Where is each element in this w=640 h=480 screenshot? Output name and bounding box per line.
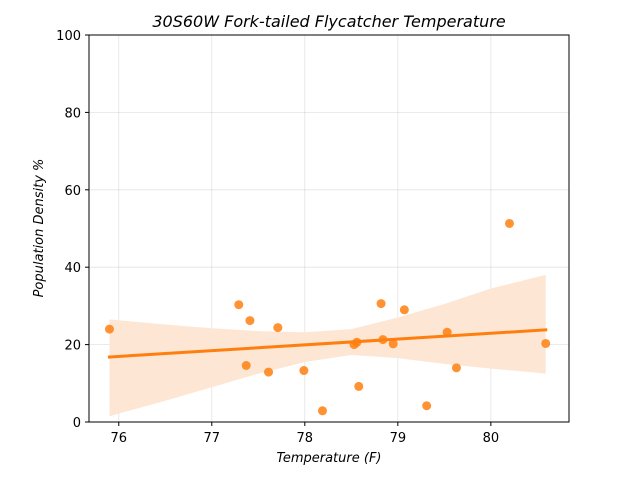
data-point [504,218,514,228]
chart-title: 30S60W Fork-tailed Flycatcher Temperatur… [152,12,505,31]
x-tick-label: 79 [390,431,407,446]
data-point [451,363,461,373]
data-point [378,335,388,345]
data-point [264,367,274,377]
data-point [317,406,327,416]
data-point [352,337,362,347]
x-tick-label: 80 [483,431,500,446]
data-point [234,300,244,310]
data-point [541,338,551,348]
data-point [442,327,452,337]
y-tick-label: 80 [64,106,81,121]
y-tick-label: 0 [73,416,81,431]
plot-frame [88,34,570,423]
x-axis-ticks: 76 77 78 79 80 [110,422,499,446]
data-point [376,299,386,309]
regression-line [107,328,548,359]
data-point [354,381,364,391]
x-axis-label: Temperature (F) [277,451,382,466]
data-point [422,401,432,411]
x-tick-label: 78 [297,431,314,446]
y-tick-label: 100 [56,29,81,44]
data-point [299,366,309,376]
data-point [273,323,283,333]
y-axis-ticks: 0 20 40 60 80 100 [56,29,89,431]
data-point [388,339,398,349]
data-point [104,324,114,334]
data-point [241,360,251,370]
confidence-band [109,274,546,417]
y-axis-label: Population Density % [32,159,47,298]
x-tick-label: 77 [204,431,221,446]
data-points [104,218,551,416]
x-tick-label: 76 [110,431,127,446]
y-tick-label: 60 [64,184,81,199]
y-tick-label: 40 [64,261,81,276]
data-point [399,305,409,315]
data-point [245,316,255,326]
y-tick-label: 20 [64,339,81,354]
